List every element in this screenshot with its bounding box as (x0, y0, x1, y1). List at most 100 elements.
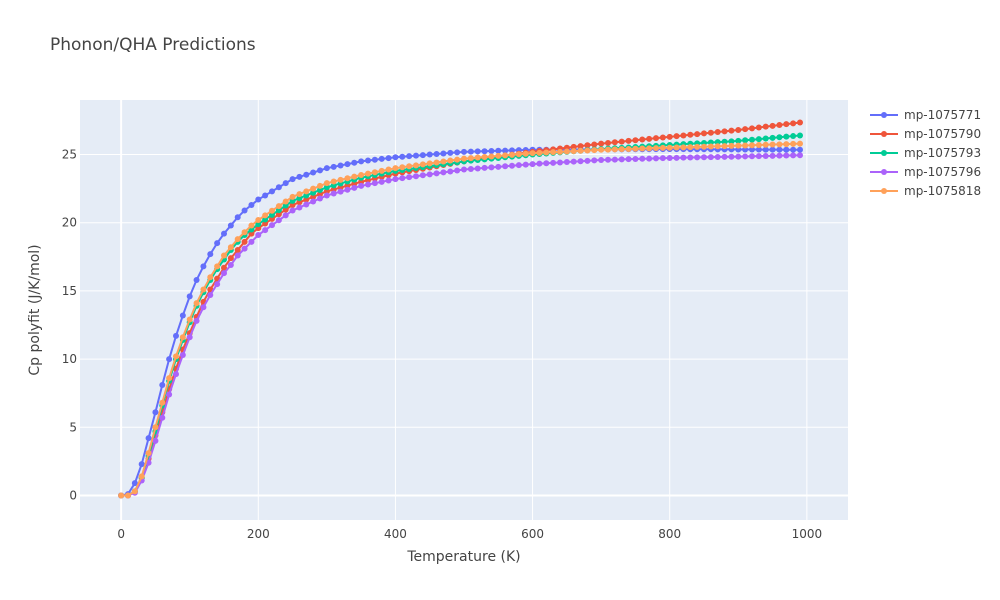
data-point (269, 207, 275, 214)
data-point (474, 165, 481, 172)
data-point (687, 154, 694, 161)
data-point (454, 167, 461, 174)
y-axis-title: Cp polyfit (J/K/mol) (27, 244, 43, 375)
data-point (454, 156, 461, 163)
legend-item-mp-1075793[interactable]: mp-1075793 (870, 146, 981, 160)
data-point (221, 264, 227, 271)
data-point (125, 492, 131, 499)
data-point (289, 207, 296, 214)
data-point (406, 153, 413, 160)
data-point (131, 480, 138, 487)
data-point (296, 173, 303, 180)
data-point (413, 162, 419, 169)
legend-item-mp-1075796[interactable]: mp-1075796 (870, 165, 981, 179)
data-point (262, 227, 269, 234)
data-point (769, 146, 776, 153)
data-point (269, 188, 275, 195)
data-point (495, 147, 502, 154)
legend-item-mp-1075790[interactable]: mp-1075790 (870, 127, 981, 141)
series-layer (118, 119, 803, 499)
data-point (598, 157, 605, 163)
data-point (611, 139, 618, 146)
data-point (433, 159, 440, 166)
legend-swatch-marker (881, 131, 887, 137)
data-point (522, 150, 529, 157)
data-point (426, 160, 433, 167)
data-point (241, 245, 248, 252)
data-point (344, 161, 351, 168)
x-tick-label: 200 (247, 527, 270, 541)
data-point (337, 188, 344, 195)
data-point (378, 167, 385, 174)
data-point (557, 159, 563, 166)
data-point (749, 142, 755, 149)
data-point (241, 229, 248, 236)
data-point (344, 175, 351, 182)
data-point (790, 133, 797, 140)
data-point (289, 193, 296, 200)
data-point (687, 144, 694, 151)
data-point (262, 220, 269, 227)
data-point (358, 182, 365, 189)
data-point (742, 126, 749, 133)
data-point (701, 130, 707, 137)
data-point (214, 281, 221, 288)
data-point (522, 161, 529, 168)
legend-swatch-marker (881, 112, 887, 118)
data-point (159, 399, 166, 406)
legend[interactable]: mp-1075771 mp-1075790 mp-1075793 mp-1075796… (870, 108, 981, 198)
data-point (694, 131, 701, 138)
data-point (200, 263, 207, 270)
data-point (419, 161, 426, 168)
data-point (735, 153, 742, 160)
data-point (776, 152, 783, 159)
data-point (303, 196, 310, 203)
data-point (173, 371, 179, 378)
data-point (433, 151, 440, 157)
data-point (694, 154, 701, 161)
data-point (337, 176, 344, 183)
data-point (371, 180, 378, 187)
data-point (426, 171, 433, 178)
data-point (488, 153, 495, 160)
data-point (735, 127, 742, 133)
data-point (605, 139, 611, 146)
data-point (598, 140, 605, 147)
data-point (502, 163, 509, 170)
data-point (570, 148, 577, 155)
data-point (399, 175, 406, 182)
data-point (275, 217, 282, 224)
data-point (762, 146, 769, 153)
data-point (707, 143, 714, 150)
data-point (467, 166, 474, 172)
data-point (570, 143, 577, 150)
data-point (413, 173, 419, 180)
data-point (447, 149, 454, 156)
data-point (378, 178, 385, 185)
data-point (755, 153, 762, 160)
series-mp-1075818 (118, 140, 803, 499)
data-point (653, 135, 659, 142)
data-point (714, 154, 721, 160)
data-point (536, 149, 543, 156)
data-point (234, 252, 241, 259)
data-point (207, 292, 214, 298)
data-point (330, 190, 337, 197)
data-point (330, 163, 337, 170)
data-point (742, 153, 749, 160)
data-point (488, 148, 495, 154)
data-point (193, 300, 200, 307)
legend-item-mp-1075771[interactable]: mp-1075771 (870, 108, 981, 122)
data-point (474, 148, 481, 155)
data-point (392, 165, 399, 172)
data-point (248, 202, 255, 208)
data-point (543, 160, 550, 167)
data-point (632, 137, 639, 144)
legend-swatch-marker (881, 169, 887, 175)
data-point (632, 155, 639, 162)
data-point (173, 353, 179, 360)
legend-label: mp-1075790 (904, 127, 981, 141)
legend-item-mp-1075818[interactable]: mp-1075818 (870, 184, 981, 198)
data-point (762, 141, 769, 148)
data-point (282, 198, 289, 205)
